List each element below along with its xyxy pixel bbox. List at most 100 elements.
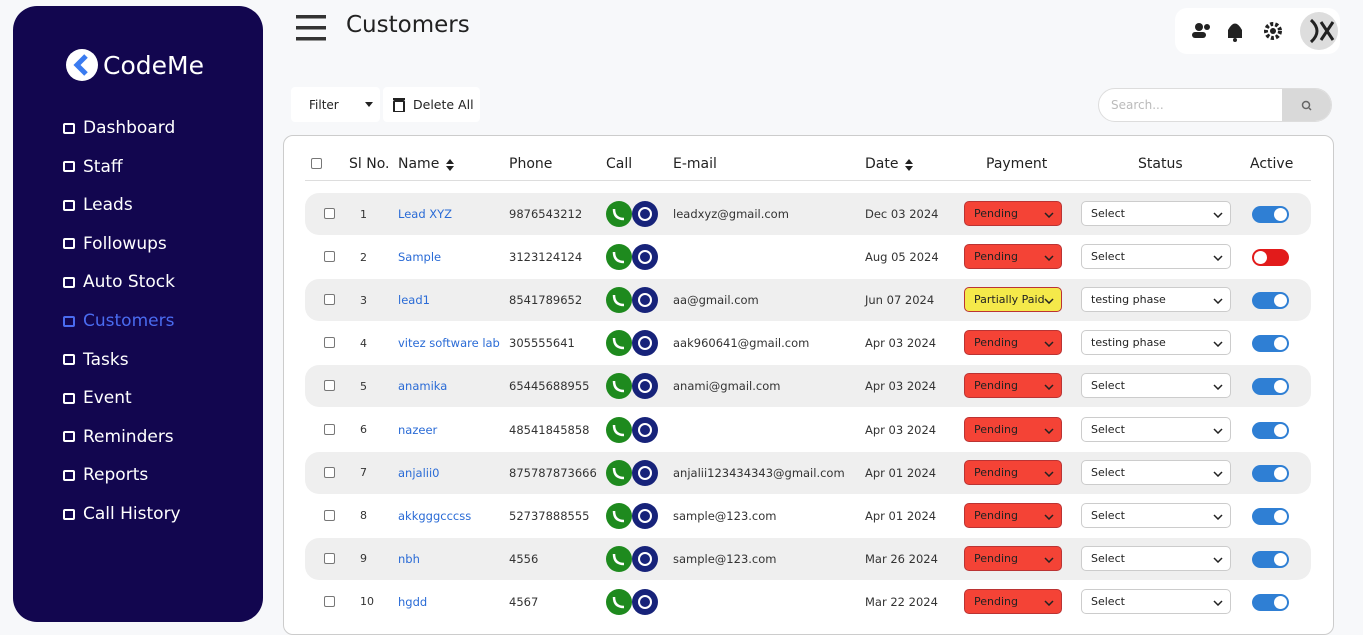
customer-name[interactable]: lead1: [398, 293, 430, 308]
row-checkbox[interactable]: [324, 595, 335, 607]
active-toggle[interactable]: [1252, 464, 1289, 482]
row-checkbox[interactable]: [324, 552, 335, 564]
call-actions: [606, 581, 660, 623]
brand-name: CodeMe: [103, 50, 204, 80]
payment-select[interactable]: Pending: [964, 201, 1062, 226]
call-icons[interactable]: [606, 459, 660, 487]
payment-select[interactable]: Pending: [964, 545, 1062, 571]
row-checkbox[interactable]: [324, 466, 335, 478]
column-header[interactable]: Date: [865, 156, 913, 172]
customer-name[interactable]: Lead XYZ: [398, 207, 453, 221]
search-icon: [1301, 100, 1312, 111]
status-select[interactable]: testing phase: [1081, 287, 1231, 313]
menu-item[interactable]: Event: [63, 386, 132, 410]
customer-name[interactable]: akkgggcccss: [398, 508, 472, 523]
menu-icon: [63, 431, 75, 443]
active-toggle[interactable]: [1252, 421, 1289, 439]
call-icons[interactable]: [606, 588, 660, 616]
brand[interactable]: CodeMe: [65, 48, 204, 82]
settings-icon[interactable]: [1264, 22, 1282, 40]
menu-item[interactable]: Followups: [63, 232, 167, 256]
payment-select[interactable]: Pending: [964, 588, 1062, 614]
active-toggle[interactable]: [1252, 378, 1289, 396]
menu-item[interactable]: Auto Stock: [63, 270, 175, 294]
menu-item[interactable]: Customers: [63, 309, 174, 333]
payment-select[interactable]: Pending: [964, 373, 1062, 399]
active-toggle[interactable]: [1252, 249, 1289, 267]
search-button[interactable]: [1282, 89, 1331, 121]
row-checkbox[interactable]: [324, 337, 335, 349]
payment-select[interactable]: Pending: [964, 416, 1062, 442]
call-actions: [606, 193, 660, 235]
customer-name[interactable]: anamika: [398, 379, 448, 394]
active-toggle[interactable]: [1252, 292, 1289, 310]
payment-select[interactable]: Partially Paid: [964, 287, 1062, 313]
payment-value: Partially Paid: [974, 293, 1045, 307]
customer-name[interactable]: anjalii0: [398, 465, 440, 480]
call-icons[interactable]: [606, 416, 660, 444]
date: Jun 07 2024: [865, 293, 935, 308]
status-select[interactable]: Select: [1081, 373, 1231, 399]
users-icon[interactable]: [1192, 23, 1210, 38]
call-icons[interactable]: [606, 502, 660, 530]
status-select[interactable]: Select: [1081, 244, 1231, 270]
customer-name[interactable]: Sample: [398, 250, 442, 265]
phone: 52737888555: [509, 508, 590, 523]
payment-value: Pending: [974, 465, 1018, 479]
header-icons: [1192, 12, 1338, 50]
filter-button[interactable]: Filter: [291, 87, 380, 122]
status-select[interactable]: Select: [1081, 545, 1231, 571]
payment-select[interactable]: Pending: [964, 330, 1062, 356]
row-checkbox[interactable]: [324, 380, 335, 392]
bell-icon[interactable]: [1228, 23, 1242, 43]
status-select[interactable]: Select: [1081, 201, 1231, 226]
avatar[interactable]: [1300, 12, 1338, 50]
delete-all-button[interactable]: Delete All: [383, 87, 480, 122]
table-row: 1 Lead XYZ 9876543212 leadxyz@gmail.com Dec …: [305, 193, 1311, 235]
customer-name[interactable]: nazeer: [398, 422, 438, 437]
menu-toggle[interactable]: [296, 15, 326, 45]
call-icons[interactable]: [606, 243, 660, 271]
status-select[interactable]: Select: [1081, 416, 1231, 442]
menu-item[interactable]: Reports: [63, 463, 148, 487]
menu-item[interactable]: Tasks: [63, 348, 129, 372]
payment-select[interactable]: Pending: [964, 459, 1062, 485]
email: aak960641@gmail.com: [673, 336, 810, 351]
column-header[interactable]: Name: [398, 156, 454, 172]
active-toggle[interactable]: [1252, 593, 1289, 611]
row-checkbox[interactable]: [324, 423, 335, 435]
call-icons[interactable]: [606, 372, 660, 400]
search-box[interactable]: Search...: [1098, 88, 1332, 122]
call-icons[interactable]: [606, 329, 660, 357]
row-checkbox[interactable]: [324, 251, 335, 263]
status-select[interactable]: testing phase: [1081, 330, 1231, 356]
row-checkbox[interactable]: [324, 509, 335, 521]
row-checkbox[interactable]: [324, 208, 335, 219]
menu-item[interactable]: Dashboard: [63, 116, 175, 140]
payment-select[interactable]: Pending: [964, 502, 1062, 528]
sort-icon[interactable]: [446, 159, 454, 171]
status-select[interactable]: Select: [1081, 459, 1231, 485]
active-toggle[interactable]: [1252, 550, 1289, 568]
call-icons[interactable]: [606, 200, 660, 228]
status-value: Select: [1091, 422, 1125, 436]
active-toggle[interactable]: [1252, 507, 1289, 525]
menu-item[interactable]: Leads: [63, 193, 133, 217]
call-icons[interactable]: [606, 545, 660, 573]
menu-item[interactable]: Reminders: [63, 425, 174, 449]
select-all-checkbox[interactable]: [311, 158, 322, 169]
active-toggle[interactable]: [1252, 206, 1289, 223]
menu-item[interactable]: Staff: [63, 155, 123, 179]
customer-name[interactable]: hgdd: [398, 594, 428, 609]
payment-select[interactable]: Pending: [964, 244, 1062, 270]
active-toggle[interactable]: [1252, 335, 1289, 353]
call-icons[interactable]: [606, 286, 660, 314]
menu-label: Event: [83, 388, 132, 409]
row-checkbox[interactable]: [324, 294, 335, 306]
status-select[interactable]: Select: [1081, 502, 1231, 528]
customer-name[interactable]: vitez software lab: [398, 336, 500, 351]
menu-item[interactable]: Call History: [63, 502, 181, 526]
sort-icon[interactable]: [905, 159, 913, 171]
customer-name[interactable]: nbh: [398, 551, 420, 566]
status-select[interactable]: Select: [1081, 588, 1231, 614]
